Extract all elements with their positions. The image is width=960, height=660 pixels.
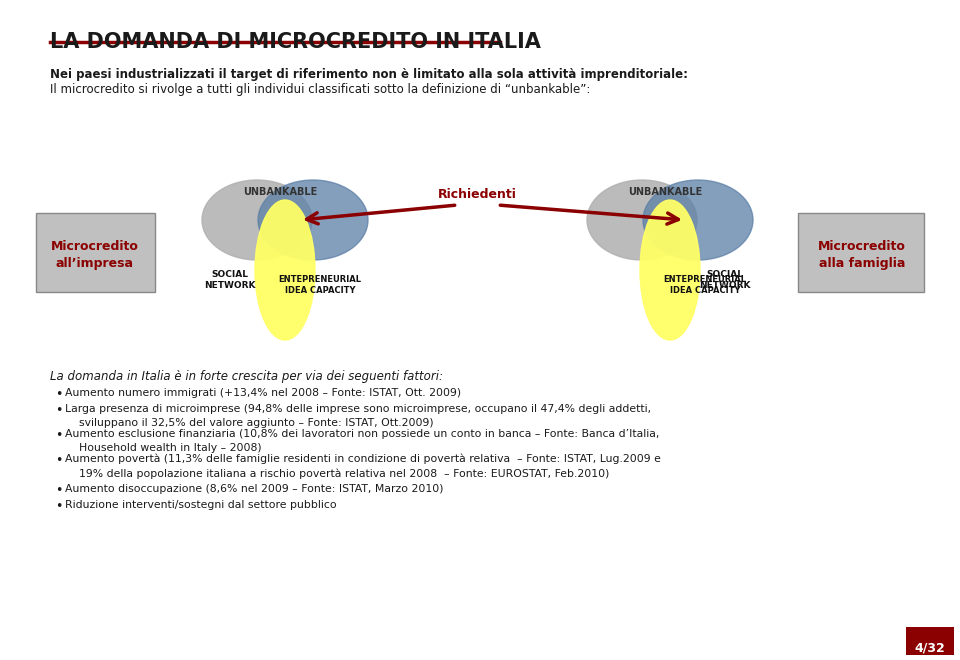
FancyBboxPatch shape: [906, 627, 954, 655]
Text: Nei paesi industrializzati il target di riferimento non è limitato alla sola att: Nei paesi industrializzati il target di …: [50, 68, 688, 81]
Ellipse shape: [258, 180, 368, 260]
Text: Aumento numero immigrati (+13,4% nel 2008 – Fonte: ISTAT, Ott. 2009): Aumento numero immigrati (+13,4% nel 200…: [65, 388, 461, 398]
Text: •: •: [55, 484, 62, 497]
Text: •: •: [55, 454, 62, 467]
Text: Il microcredito si rivolge a tutti gli individui classificati sotto la definizio: Il microcredito si rivolge a tutti gli i…: [50, 83, 590, 96]
Text: SOCIAL
NETWORK: SOCIAL NETWORK: [699, 270, 751, 290]
Text: •: •: [55, 429, 62, 442]
Text: Larga presenza di microimprese (94,8% delle imprese sono microimprese, occupano : Larga presenza di microimprese (94,8% de…: [65, 404, 651, 428]
Ellipse shape: [255, 200, 315, 340]
Text: Aumento disoccupazione (8,6% nel 2009 – Fonte: ISTAT, Marzo 2010): Aumento disoccupazione (8,6% nel 2009 – …: [65, 484, 444, 494]
Text: ENTEPRENEURIAL
IDEA CAPACITY: ENTEPRENEURIAL IDEA CAPACITY: [663, 275, 747, 295]
Text: UNBANKABLE: UNBANKABLE: [243, 187, 317, 197]
Text: Microcredito
alla famiglia: Microcredito alla famiglia: [818, 240, 906, 270]
Text: •: •: [55, 404, 62, 417]
Text: ENTEPRENEURIAL
IDEA CAPACITY: ENTEPRENEURIAL IDEA CAPACITY: [278, 275, 362, 295]
Text: •: •: [55, 388, 62, 401]
Text: •: •: [55, 500, 62, 513]
Text: Riduzione interventi/sostegni dal settore pubblico: Riduzione interventi/sostegni dal settor…: [65, 500, 337, 510]
Ellipse shape: [643, 180, 753, 260]
Text: SOCIAL
NETWORK: SOCIAL NETWORK: [204, 270, 255, 290]
Text: La domanda in Italia è in forte crescita per via dei seguenti fattori:: La domanda in Italia è in forte crescita…: [50, 370, 443, 383]
Text: LA DOMANDA DI MICROCREDITO IN ITALIA: LA DOMANDA DI MICROCREDITO IN ITALIA: [50, 32, 540, 52]
Ellipse shape: [587, 180, 697, 260]
Text: Microcredito
all’impresa: Microcredito all’impresa: [51, 240, 139, 270]
Text: Richiedenti: Richiedenti: [438, 189, 516, 201]
FancyBboxPatch shape: [798, 213, 924, 292]
FancyBboxPatch shape: [36, 213, 155, 292]
Ellipse shape: [202, 180, 312, 260]
Text: 4/32: 4/32: [915, 642, 946, 655]
Text: UNBANKABLE: UNBANKABLE: [628, 187, 702, 197]
Text: Aumento esclusione finanziaria (10,8% dei lavoratori non possiede un conto in ba: Aumento esclusione finanziaria (10,8% de…: [65, 429, 660, 453]
Text: Aumento povertà (11,3% delle famiglie residenti in condizione di povertà relativ: Aumento povertà (11,3% delle famiglie re…: [65, 454, 660, 479]
Ellipse shape: [640, 200, 700, 340]
